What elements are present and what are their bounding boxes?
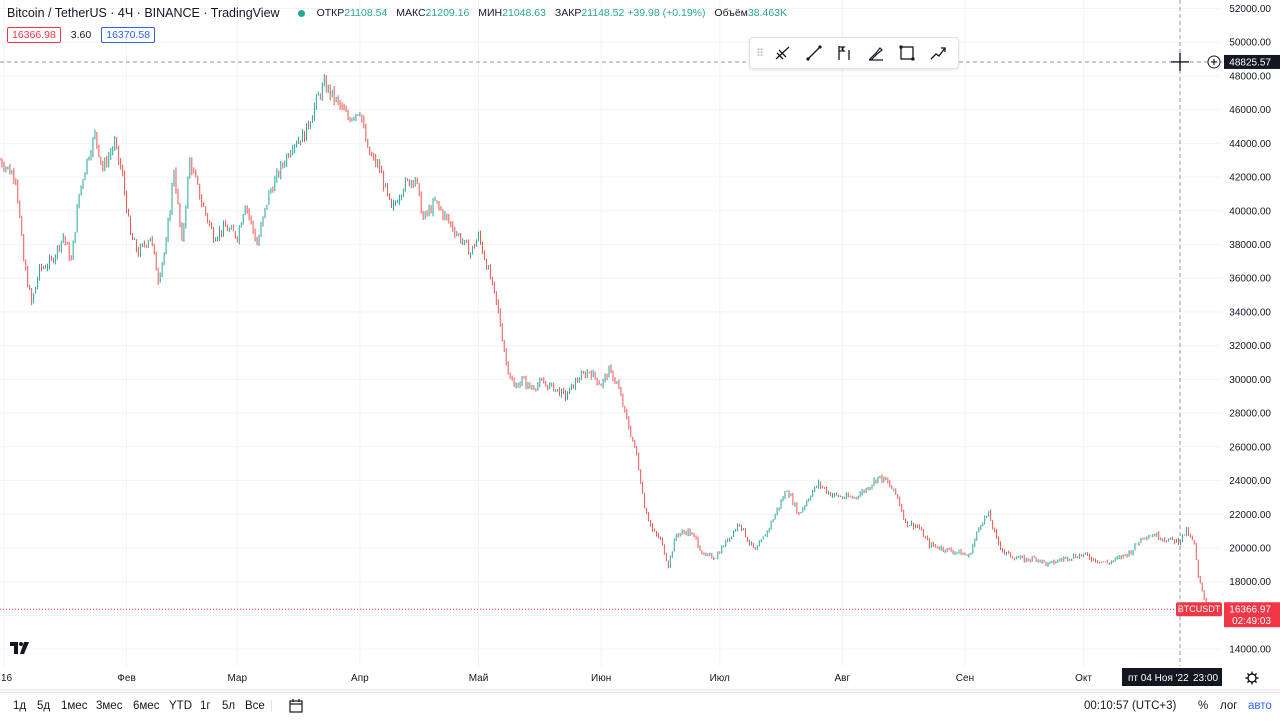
time-axis[interactable]: 16 Фев Мар Апр Май Июн Июл Авг Сен Окт xyxy=(0,673,1280,691)
buy-button[interactable]: 16370.58 xyxy=(101,27,156,43)
time-tick-label: Авг xyxy=(835,673,851,684)
ohlc-volume-value: 38.463K xyxy=(747,7,788,19)
path-icon[interactable] xyxy=(922,39,953,67)
add-alert-plus xyxy=(1211,58,1217,65)
price-tick-label: 42000.00 xyxy=(1229,173,1271,184)
price-tick-label: 14000.00 xyxy=(1229,645,1271,656)
price-tick-label: 24000.00 xyxy=(1229,476,1271,487)
go-to-date-icon[interactable] xyxy=(288,698,304,717)
percent-scale-toggle[interactable]: % xyxy=(1198,700,1209,712)
range-5d-button[interactable]: 5д xyxy=(37,700,51,712)
range-1y-button[interactable]: 1г xyxy=(200,700,211,712)
drag-handle-icon[interactable]: ⠿ xyxy=(755,47,765,60)
price-chart[interactable]: 14000.0016000.0018000.0020000.0022000.00… xyxy=(0,0,1280,692)
log-scale-toggle[interactable]: лог xyxy=(1220,700,1238,712)
range-ytd-button[interactable]: YTD xyxy=(169,700,192,712)
price-tick-label: 22000.00 xyxy=(1229,510,1271,521)
symbol-tag xyxy=(1176,602,1222,617)
ohlc-close-value: 21148.52 +39.98 (+0.19%) xyxy=(581,7,706,19)
ohlc-volume-label: Объём xyxy=(714,7,748,19)
crosshair-price-label: 48825.57 xyxy=(1229,57,1271,68)
ohlc-low-value: 21048.63 xyxy=(502,7,546,19)
sell-button[interactable]: 16366.98 xyxy=(7,27,61,43)
ohlc-low-label: МИН xyxy=(478,7,503,19)
price-tick-label: 34000.00 xyxy=(1229,307,1271,318)
range-5y-button[interactable]: 5л xyxy=(222,700,236,712)
market-status-icon xyxy=(297,9,305,17)
crosshair-price-tag xyxy=(1224,54,1280,69)
trade-buttons: 16366.98 3.60 16370.58 xyxy=(7,27,156,43)
timezone-clock[interactable]: 00:10:57 (UTC+3) xyxy=(1084,700,1177,712)
crosshair-date-tag xyxy=(1122,668,1222,686)
last-price-tag[interactable] xyxy=(1224,602,1280,628)
price-tick-label: 32000.00 xyxy=(1229,341,1271,352)
time-tick-label: Фев xyxy=(117,673,135,684)
range-1d-button[interactable]: 1д xyxy=(13,700,27,712)
fib-icon[interactable] xyxy=(829,39,860,67)
price-tick-label: 30000.00 xyxy=(1229,375,1271,386)
time-tick-label: Мар xyxy=(227,673,247,684)
price-tick-label: 28000.00 xyxy=(1229,409,1271,420)
price-tick-label: 52000.00 xyxy=(1229,4,1271,15)
rectangle-icon[interactable] xyxy=(891,39,922,67)
price-tick-label: 48000.00 xyxy=(1229,71,1271,82)
price-tick-label: 44000.00 xyxy=(1229,139,1271,150)
price-tick-label: 38000.00 xyxy=(1229,240,1271,251)
symbol-title[interactable]: Bitcoin / TetherUS · 4Ч · BINANCE · Trad… xyxy=(7,6,280,20)
time-tick-label: Сен xyxy=(956,673,974,684)
add-alert-icon[interactable] xyxy=(1207,55,1221,69)
ohlc-values: ОТКР21108.54 МАКС21209.16 МИН21048.63 ЗА… xyxy=(317,7,793,19)
price-tick-label: 36000.00 xyxy=(1229,274,1271,285)
floating-drawing-toolbar: ⠿ xyxy=(749,37,959,69)
gear-ring xyxy=(1247,673,1257,683)
time-tick-label: Май xyxy=(469,673,489,684)
price-tick-label: 20000.00 xyxy=(1229,543,1271,554)
ohlc-high-value: 21209.16 xyxy=(425,7,470,19)
time-tick-label: Июл xyxy=(710,673,730,684)
tradingview-logo[interactable] xyxy=(10,641,30,660)
crosshair-cursor-icon xyxy=(1171,52,1189,71)
time-tick-label: Апр xyxy=(351,673,369,684)
price-tick-label: 40000.00 xyxy=(1229,206,1271,217)
chart-template-icon[interactable] xyxy=(767,39,798,67)
price-tick-label: 46000.00 xyxy=(1229,105,1271,116)
price-tick-label: 26000.00 xyxy=(1229,442,1271,453)
settings-gear-icon[interactable] xyxy=(1245,671,1259,685)
ohlc-close-label: ЗАКР xyxy=(554,7,582,19)
crosshair-time-label: 23:00 xyxy=(1193,673,1218,684)
spread-value: 3.60 xyxy=(70,29,92,41)
ohlc-high-label: МАКС xyxy=(396,7,426,19)
auto-scale-toggle[interactable]: авто xyxy=(1248,700,1272,712)
bar-countdown: 02:49:03 xyxy=(1232,616,1271,627)
bottom-toolbar: 1д 5д 1мес 3мес 6мес YTD 1г 5л Все | 00:… xyxy=(0,692,1280,721)
chart-grid xyxy=(0,0,1222,666)
symbol-tag-label: BTCUSDT xyxy=(1178,604,1221,614)
range-1m-button[interactable]: 1мес xyxy=(61,700,88,712)
ohlc-open-label: ОТКР xyxy=(316,7,345,19)
time-tick-label: Окт xyxy=(1075,673,1092,684)
candle-series xyxy=(0,74,1211,611)
time-tick-label: Июн xyxy=(591,673,611,684)
price-tick-label: 18000.00 xyxy=(1229,577,1271,588)
price-tick-label: 50000.00 xyxy=(1229,38,1271,49)
trend-line-icon[interactable] xyxy=(798,39,829,67)
divider: | xyxy=(270,700,273,712)
time-tick-label: 16 xyxy=(1,673,13,684)
range-6m-button[interactable]: 6мес xyxy=(133,700,160,712)
chart-legend: Bitcoin / TetherUS · 4Ч · BINANCE · Trad… xyxy=(7,6,793,20)
gear-teeth xyxy=(1245,671,1259,685)
range-3m-button[interactable]: 3мес xyxy=(96,700,123,712)
crosshair-date-label: пт 04 Ноя '22 xyxy=(1128,673,1189,684)
range-all-button[interactable]: Все xyxy=(245,700,265,712)
price-axis[interactable]: 14000.0016000.0018000.0020000.0022000.00… xyxy=(1229,4,1271,656)
ohlc-open-value: 21108.54 xyxy=(344,7,388,19)
last-price-value: 16366.97 xyxy=(1229,605,1271,616)
brush-icon[interactable] xyxy=(860,39,891,67)
